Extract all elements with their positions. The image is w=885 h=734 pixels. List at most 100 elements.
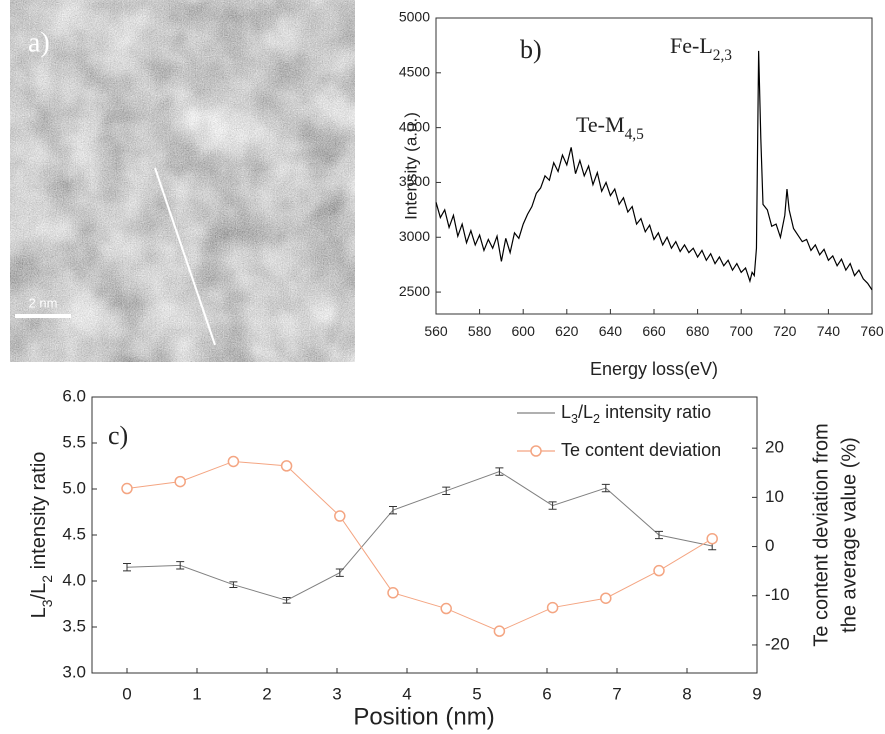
text-part: /L [578,402,593,422]
x-tick-label: 720 [773,323,797,339]
x-axis-label: Position (nm) [353,703,494,730]
error-bar [655,530,663,540]
tem-image: 2 nm a) [10,0,355,362]
x-tick-label: 0 [122,685,131,704]
text-part: L [28,607,50,618]
annotation: Te-M4,5 [576,112,644,143]
x-tick-label: 580 [468,323,492,339]
y-tick-label: 4500 [399,64,430,80]
x-tick-label: 5 [472,685,481,704]
x-tick-label: 600 [512,323,536,339]
error-bar [229,581,238,588]
data-point [653,564,665,577]
x-axis-label: Energy loss(eV) [590,359,718,379]
text-part: Fe-L [670,33,713,58]
x-tick-label: 640 [599,323,623,339]
legend-label: L3/L2 intensity ratio [561,402,711,427]
y-tick-label: 5000 [399,9,430,25]
error-bar [601,483,610,493]
data-point [121,482,133,495]
data-line [126,460,713,632]
text-part: intensity ratio [28,452,50,575]
scale-bar-label: 2 nm [29,295,58,310]
text-part: intensity ratio [600,402,711,422]
error-bar [442,486,451,496]
text-part: L [561,402,571,422]
x-tick-label: 760 [860,323,884,339]
y2-tick-label: 0 [765,536,774,555]
x-tick-label: 9 [752,685,761,704]
data-point [706,532,718,545]
panel-label: b) [520,35,542,64]
x-tick-label: 1 [192,685,201,704]
plot-frame [91,396,758,674]
subscript: 2,3 [713,47,733,64]
y-tick-label: 4.0 [62,570,86,589]
subscript: 3 [571,412,578,426]
y-axis-label: L3/L2 intensity ratio [28,452,54,619]
text-part: /L [28,583,50,600]
data-point [227,455,240,468]
y-tick-label: 2500 [399,283,430,299]
x-tick-label: 660 [642,323,666,339]
x-tick-label: 2 [262,685,271,704]
y2-tick-label: 20 [765,438,784,457]
data-point [493,625,506,637]
error-bar [389,505,397,515]
tem-texture [10,0,355,362]
data-point [546,601,559,614]
y2-axis-label: Te content deviation from [810,423,832,646]
data-point [600,592,612,604]
x-tick-label: 6 [542,685,551,704]
error-bar [176,561,185,570]
x-tick-label: 620 [555,323,579,339]
x-tick-label: 7 [612,685,621,704]
data-line [435,50,873,291]
error-bar [123,563,131,572]
plot-frame [435,17,873,315]
data-point [334,510,346,522]
error-bar [548,501,557,510]
panel-label: a) [28,27,50,58]
y-axis-label: Intensity (a.u.) [401,112,420,220]
y-tick-label: 5.5 [62,432,86,451]
subscript: 2 [39,575,55,583]
x-tick-label: 700 [730,323,754,339]
error-bar [282,597,291,604]
data-point [387,587,399,599]
profile-line [154,167,216,346]
subscript: 2 [593,412,600,426]
y2-tick-label: -10 [765,585,790,604]
y-tick-label: 5.0 [62,478,86,497]
data-point [440,602,452,615]
x-tick-label: 560 [424,323,448,339]
legend-marker [530,445,542,457]
y-tick-label: 3.5 [62,616,86,635]
y-tick-label: 4000 [399,118,430,134]
data-point [280,460,293,472]
legend-label: Te content deviation [561,440,721,460]
x-tick-label: 740 [817,323,841,339]
y-tick-label: 4.5 [62,524,86,543]
y2-tick-label: -20 [765,634,790,653]
data-line [126,470,713,601]
y-tick-label: 3.0 [62,662,86,681]
y-tick-label: 3000 [399,228,430,244]
data-point [174,475,186,488]
panel-label: c) [108,421,128,450]
text-part: Te-M [576,112,625,137]
y2-tick-label: 10 [765,487,784,506]
y-tick-label: 6.0 [62,386,86,405]
annotation: Fe-L2,3 [670,33,732,64]
subscript: 4,5 [625,126,645,143]
x-tick-label: 4 [402,685,411,704]
y2-axis-label: the average value (%) [838,437,860,633]
y-tick-label: 3500 [399,173,430,189]
x-tick-label: 3 [332,685,341,704]
x-tick-label: 680 [686,323,710,339]
error-bar [335,568,344,577]
scale-bar [15,314,71,318]
subscript: 3 [39,599,55,607]
error-bar [495,467,504,476]
